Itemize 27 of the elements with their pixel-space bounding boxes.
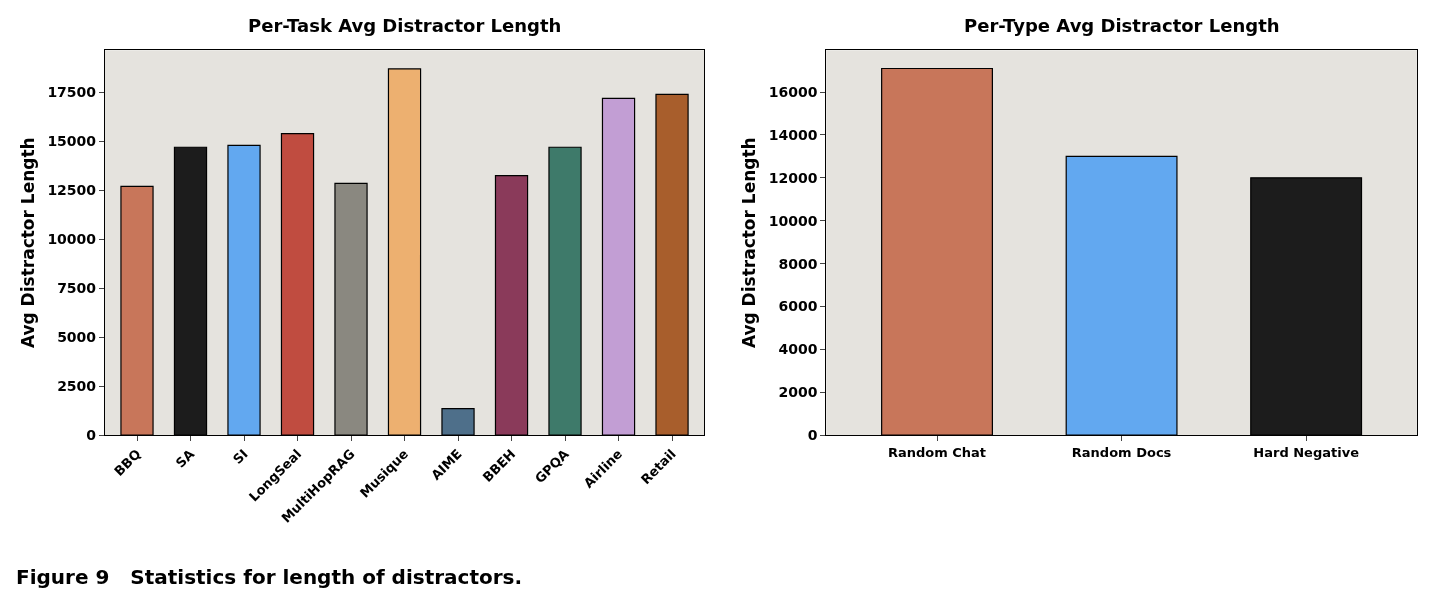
y-tick-label: 7500: [57, 280, 97, 297]
y-tick-label: 14000: [768, 126, 818, 143]
y-tick-label: 2500: [57, 378, 97, 395]
x-tick-label: Hard Negative: [1253, 444, 1360, 460]
y-tick-label: 4000: [778, 341, 818, 358]
y-axis-title: Avg Distractor Length: [739, 137, 760, 349]
y-tick-label: 0: [86, 427, 97, 444]
y-tick-label: 12500: [47, 182, 97, 199]
x-tick-label: SA: [172, 446, 198, 471]
y-tick-label: 15000: [47, 133, 97, 150]
y-tick-label: 10000: [768, 212, 818, 229]
chart-title: Per-Type Avg Distractor Length: [964, 15, 1280, 36]
y-tick-label: 8000: [778, 255, 818, 272]
caption: Figure 9 Statistics for length of distractors.: [16, 565, 523, 589]
y-tick-label: 5000: [57, 329, 97, 346]
y-tick-label: 17500: [47, 84, 97, 101]
y-tick-label: 10000: [47, 231, 97, 248]
y-tick-label: 2000: [778, 384, 818, 401]
x-tick-label: SI: [230, 446, 251, 467]
x-tick-label: Random Chat: [887, 444, 987, 460]
y-tick-label: 12000: [768, 169, 818, 186]
y-tick-label: 16000: [768, 84, 818, 100]
y-axis-title: Avg Distractor Length: [17, 137, 38, 349]
y-tick-label: 0: [807, 427, 818, 444]
y-tick-label: 6000: [778, 298, 818, 315]
x-tick-label: Random Docs: [1071, 444, 1172, 460]
chart-title: Per-Task Avg Distractor Length: [248, 15, 562, 36]
